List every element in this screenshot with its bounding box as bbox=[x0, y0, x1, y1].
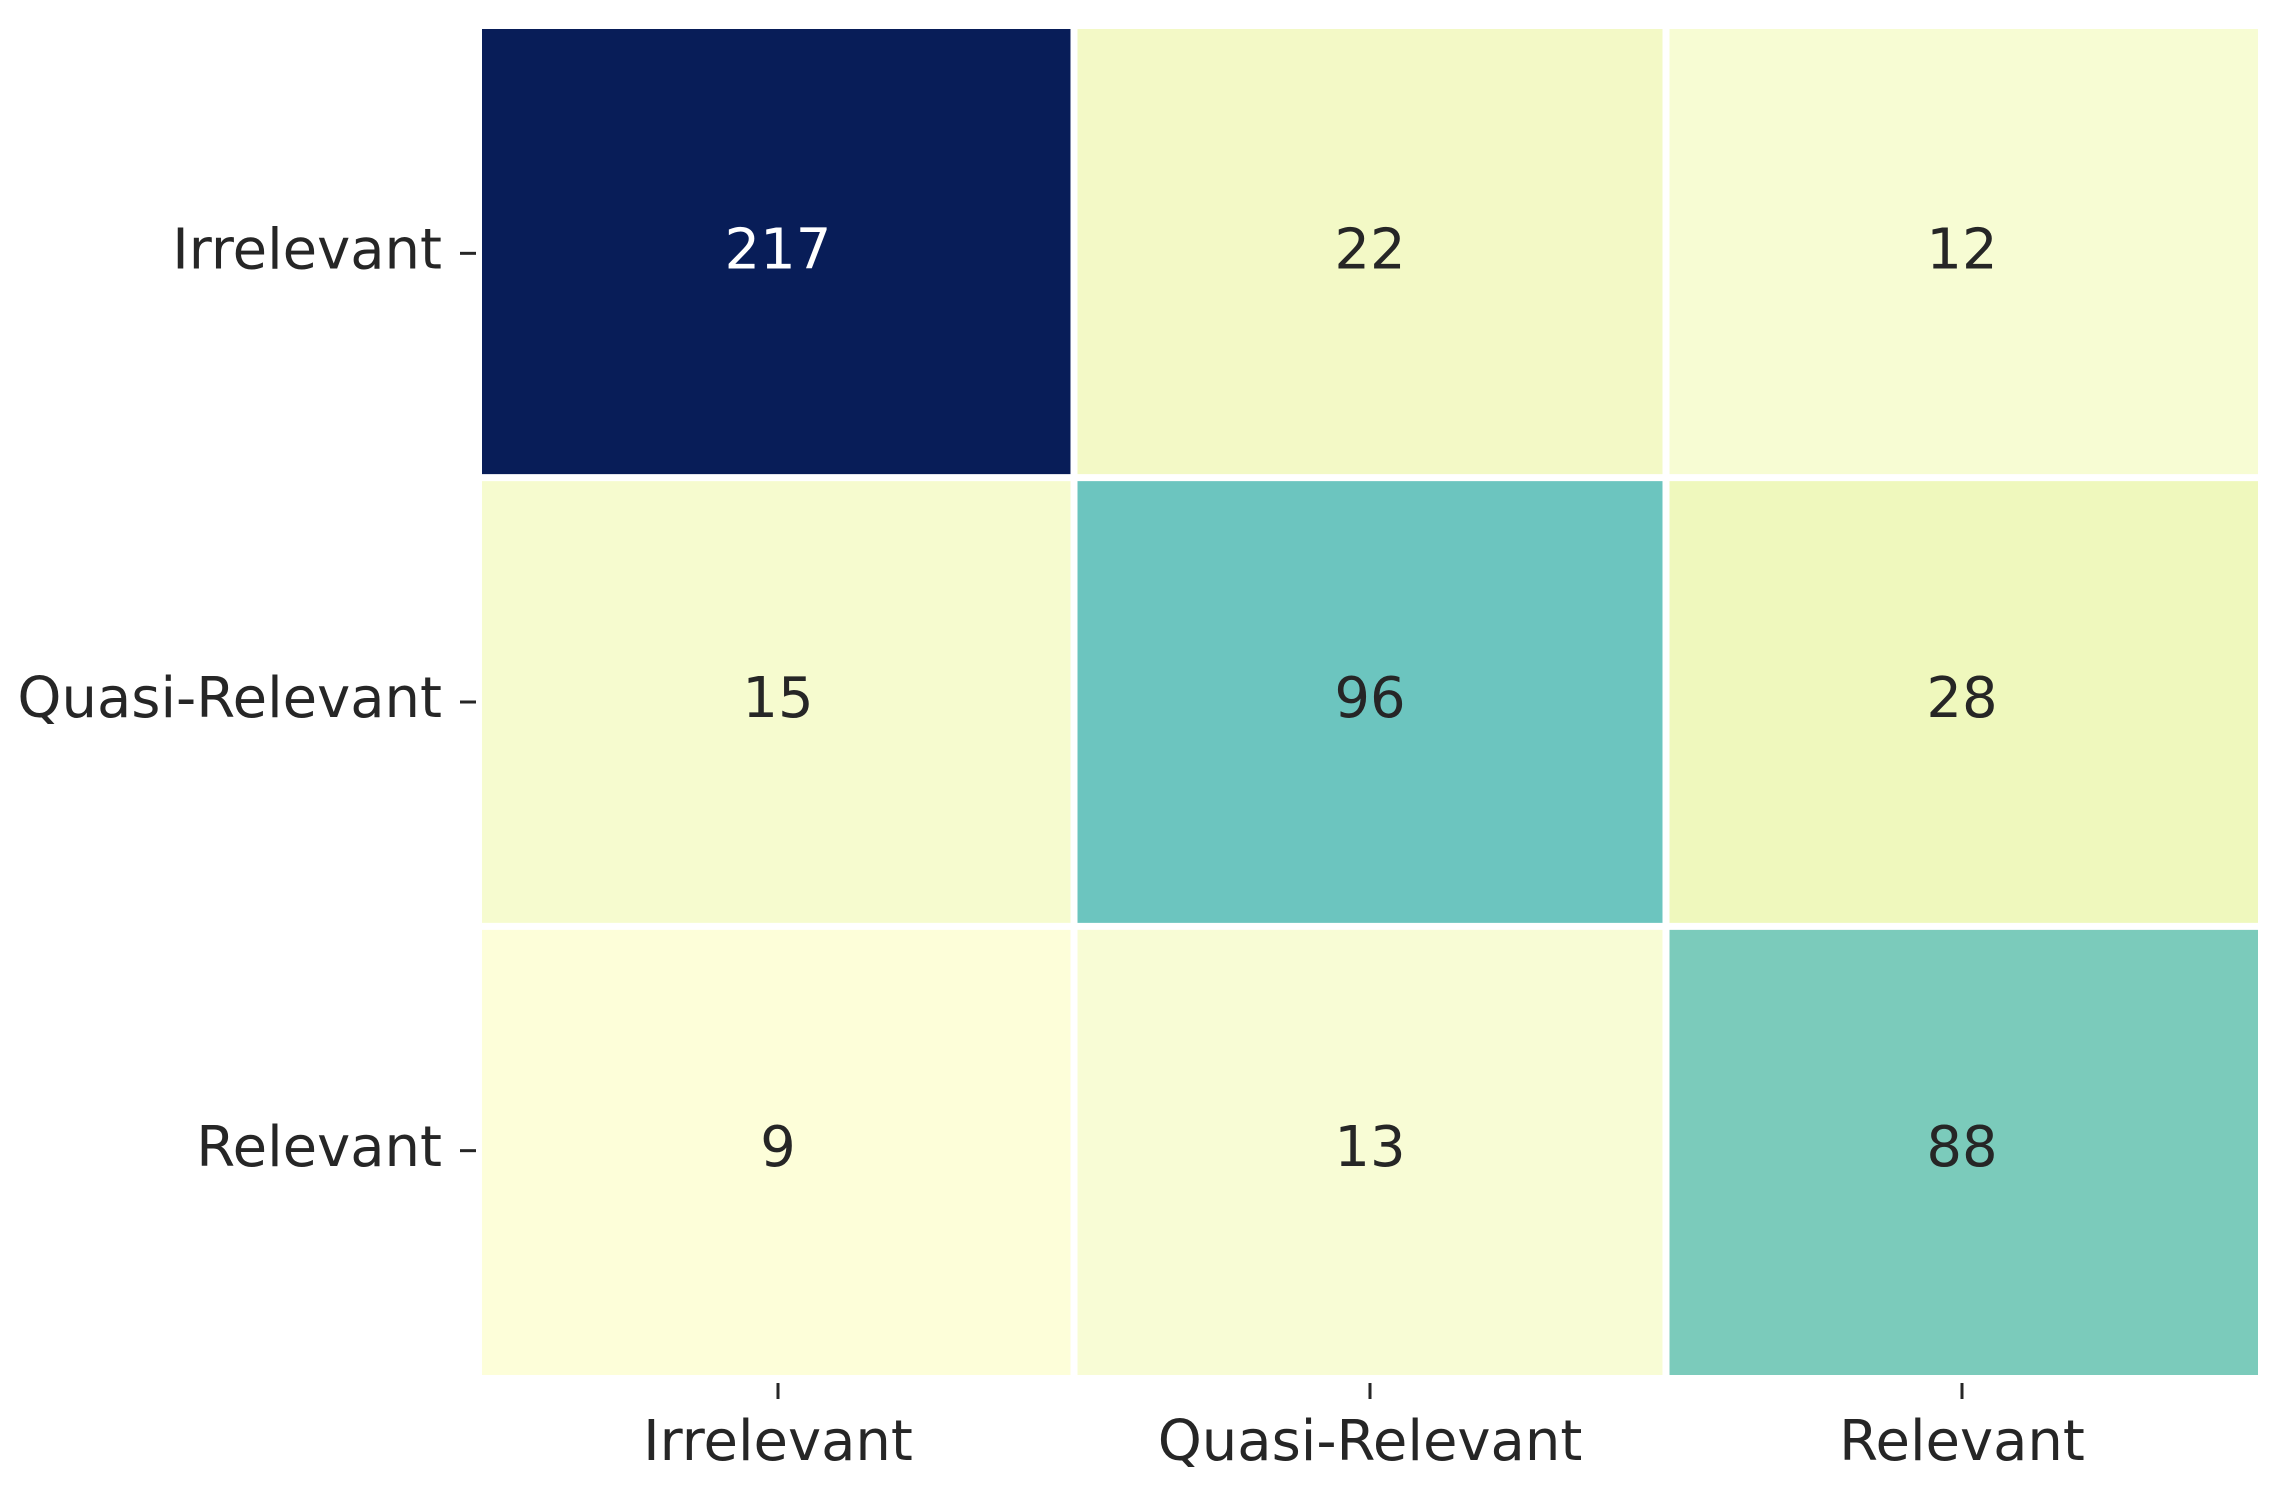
heatmap-cell bbox=[1074, 926, 1666, 1375]
heatmap-cell bbox=[1666, 926, 2258, 1375]
cell-label: 15 bbox=[742, 666, 813, 731]
cell-label: 13 bbox=[1334, 1115, 1405, 1180]
heatmap-cell bbox=[1666, 477, 2258, 927]
cell-label: 12 bbox=[1926, 217, 1997, 282]
cell-label: 96 bbox=[1334, 666, 1405, 731]
y-tick-label: Relevant bbox=[196, 1115, 442, 1180]
heatmap-cell bbox=[1074, 477, 1666, 927]
x-tick-label: Irrelevant bbox=[643, 1409, 913, 1474]
heatmap-cell bbox=[482, 926, 1074, 1375]
y-tick-label: Quasi-Relevant bbox=[17, 666, 442, 731]
x-tick-label: Quasi-Relevant bbox=[1158, 1409, 1583, 1474]
cell-label: 28 bbox=[1926, 666, 1997, 731]
cell-label: 9 bbox=[760, 1115, 796, 1180]
heatmap-cell bbox=[482, 29, 1074, 478]
y-tick-label: Irrelevant bbox=[172, 217, 442, 282]
heatmap-cell bbox=[1666, 29, 2258, 478]
cell-label: 22 bbox=[1334, 217, 1405, 282]
x-tick-label: Relevant bbox=[1839, 1409, 2085, 1474]
heatmap-cell bbox=[1074, 29, 1666, 478]
cell-label: 88 bbox=[1926, 1115, 1997, 1180]
cell-label: 217 bbox=[725, 217, 832, 282]
heatmap-cell bbox=[482, 477, 1074, 927]
